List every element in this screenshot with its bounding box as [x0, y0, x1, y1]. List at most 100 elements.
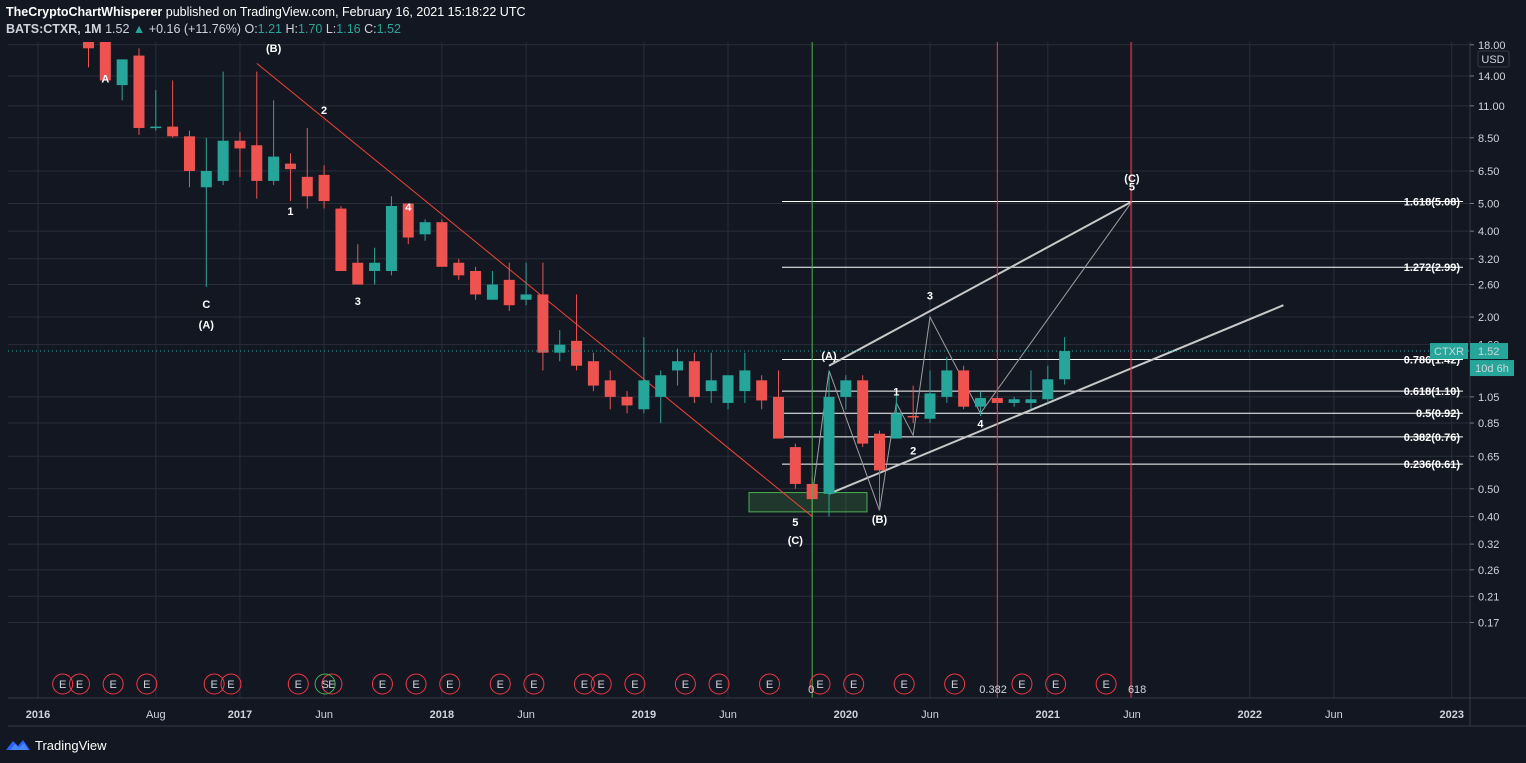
candle-body [318, 174, 330, 202]
earnings-event-label: E [143, 679, 150, 691]
earnings-event-label: E [109, 679, 116, 691]
wave-label: 2 [321, 105, 327, 117]
earnings-event-icon [590, 673, 612, 695]
candle-body [1008, 399, 1020, 403]
candle [150, 89, 162, 131]
candle [385, 196, 397, 276]
x-tick-label: Jun [1325, 709, 1343, 721]
low-label: L: [325, 22, 337, 36]
currency-label: USD [1481, 54, 1504, 66]
candle [251, 71, 263, 199]
candle [402, 203, 414, 245]
earnings-event-label: E [497, 679, 504, 691]
candle [183, 130, 195, 188]
candle [301, 127, 313, 209]
x-tick-label: 2017 [228, 709, 252, 721]
earnings-event-label: E [227, 679, 234, 691]
candle [823, 370, 835, 517]
candle-body [167, 126, 179, 137]
candle-body [402, 203, 414, 238]
candle-body [200, 171, 212, 188]
x-tick-label: Jun [315, 709, 333, 721]
earnings-event-label: E [951, 679, 958, 691]
earnings-event-icon [371, 673, 393, 695]
earnings-event-label: E [446, 679, 453, 691]
candle [789, 443, 801, 489]
author-name[interactable]: TheCryptoChartWhisperer [6, 5, 163, 19]
candle-body [907, 415, 919, 418]
candle-body [974, 398, 986, 407]
symbol-label[interactable]: BATS:CTXR, 1M [6, 22, 102, 36]
candle [503, 262, 515, 311]
candle [840, 375, 852, 410]
earnings-event-icon [843, 673, 865, 695]
symbol-badge-label: CTXR [1434, 346, 1464, 358]
candle-body [520, 294, 532, 300]
candle [857, 375, 869, 448]
candle [352, 244, 364, 285]
candle-body [672, 361, 684, 371]
earnings-event-label: E [1052, 679, 1059, 691]
candle-body [874, 433, 885, 471]
candle-body [958, 370, 970, 407]
candle-body [554, 344, 566, 353]
earnings-event-label: E [328, 679, 335, 691]
y-tick-label: 0.32 [1478, 539, 1499, 551]
earnings-event-icon [203, 673, 225, 695]
candle-body [604, 380, 616, 397]
earnings-event-icon [287, 673, 309, 695]
earnings-event-label: E [816, 679, 823, 691]
candle [335, 206, 347, 271]
channel-lower-line [828, 304, 1284, 495]
candle [268, 100, 280, 186]
x-tick-label: Jun [517, 709, 535, 721]
chart-header: TheCryptoChartWhisperer published on Tra… [6, 4, 525, 38]
wave-label: (B) [266, 43, 282, 55]
candle [924, 370, 936, 424]
earnings-event-icon [759, 673, 781, 695]
x-tick-label: 2019 [632, 709, 656, 721]
candle [537, 262, 549, 371]
y-tick-label: 0.65 [1478, 451, 1499, 463]
candle [436, 219, 448, 267]
countdown-badge [1470, 360, 1514, 377]
candle-body [1042, 379, 1054, 400]
earnings-event-label: E [295, 679, 302, 691]
x-tick-label: 2020 [834, 709, 858, 721]
candle [621, 391, 633, 414]
y-tick-label: 11.00 [1478, 101, 1505, 113]
earnings-event-label: E [766, 679, 773, 691]
x-tick-label: Jun [1123, 709, 1141, 721]
wave-label: C [202, 299, 210, 311]
candle-body [453, 262, 465, 276]
open-value: 1.21 [257, 22, 283, 36]
symbol-price-badge [1430, 343, 1468, 360]
x-tick-label: 2016 [26, 709, 50, 721]
candle-body [823, 396, 835, 494]
x-tick-label: Jun [921, 709, 939, 721]
candle-body [773, 396, 785, 439]
tradingview-footer[interactable]: TradingView [6, 734, 107, 756]
candle [1042, 365, 1054, 403]
candle-body [840, 380, 852, 397]
y-tick-label: 0.17 [1478, 617, 1499, 629]
candle-body [301, 176, 313, 197]
candle-body [688, 361, 700, 397]
candle [470, 266, 482, 300]
wave-label: 3 [927, 291, 933, 303]
time-marker-label: 618 [1128, 684, 1146, 696]
high-label: H: [285, 22, 299, 36]
earnings-event-icon [405, 673, 427, 695]
earnings-event-label: E [682, 679, 689, 691]
up-arrow-icon: ▲ [132, 22, 146, 36]
candle [167, 80, 179, 138]
earnings-event-label: E [631, 679, 638, 691]
candle [453, 258, 465, 280]
earnings-event-icon [439, 673, 461, 695]
earnings-event-icon [1045, 673, 1067, 695]
currency-box [1477, 50, 1510, 68]
y-tick-label: 5.00 [1478, 199, 1499, 211]
y-tick-label: 2.60 [1478, 280, 1499, 292]
x-tick-label: 2021 [1036, 709, 1060, 721]
